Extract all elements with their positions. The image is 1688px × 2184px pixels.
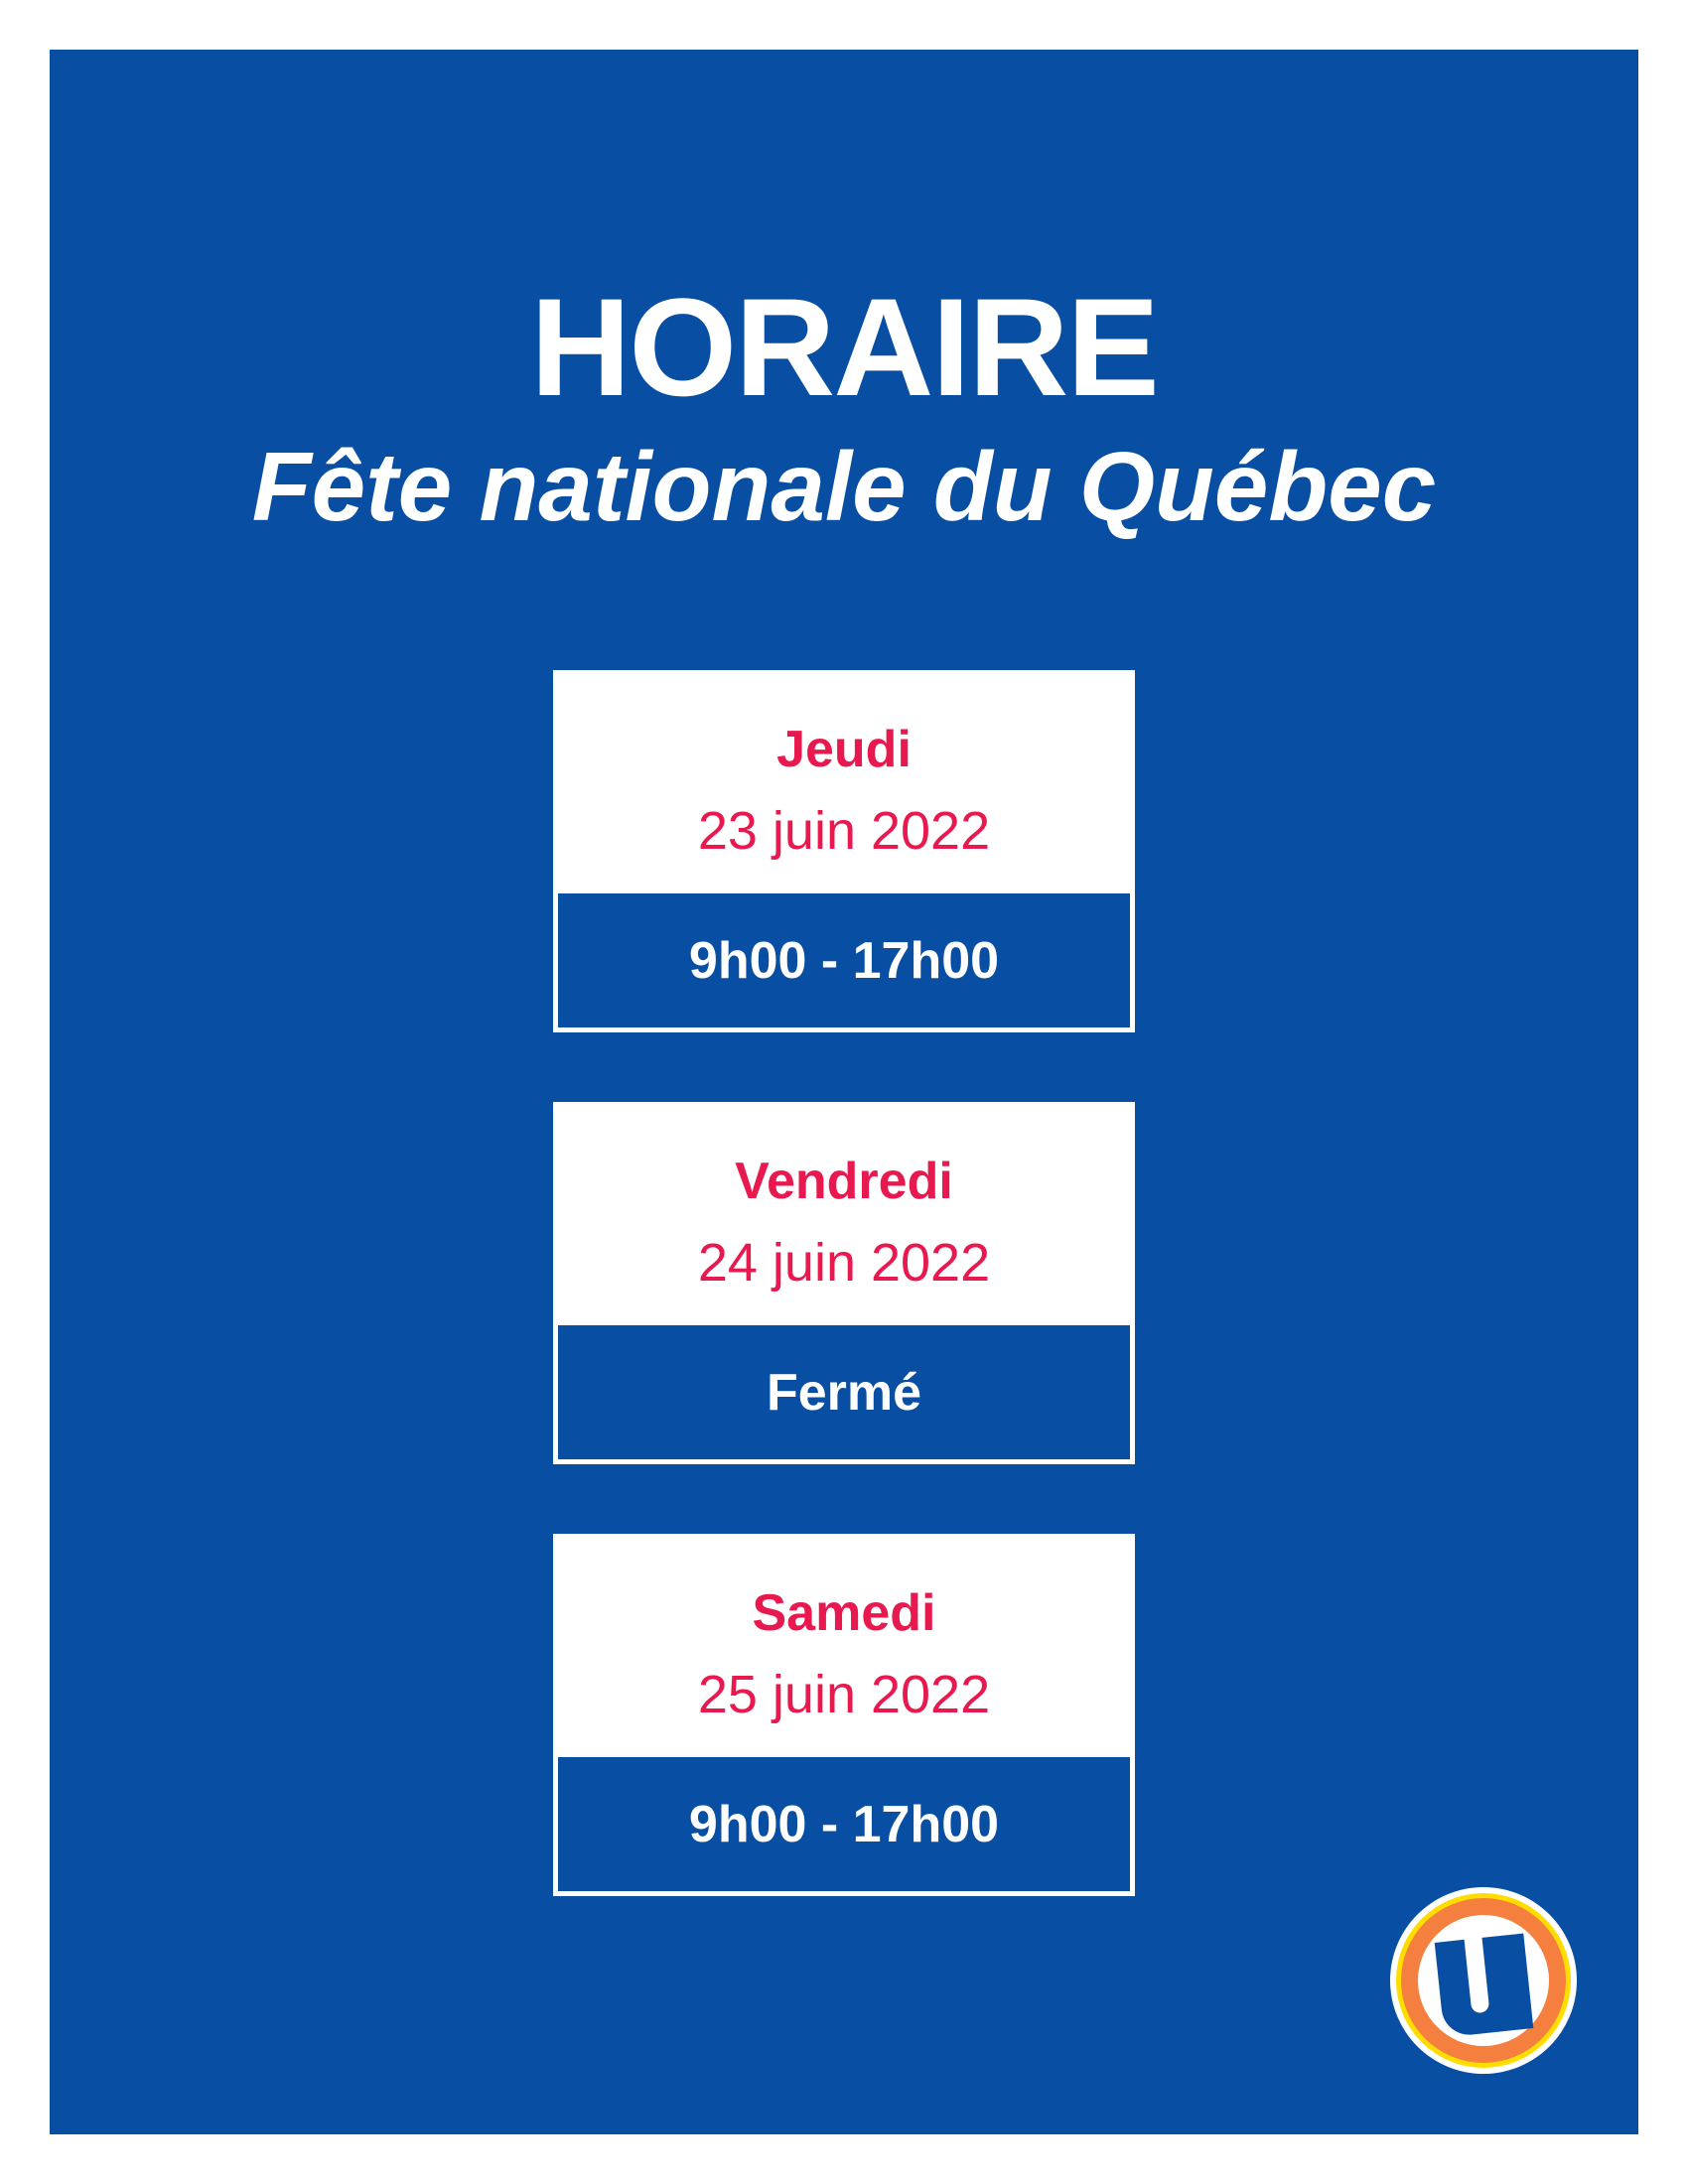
day-date: 25 juin 2022: [697, 1665, 991, 1724]
day-name: Vendredi: [735, 1153, 953, 1210]
day-hours: Fermé: [558, 1325, 1130, 1459]
schedule-card: Jeudi 23 juin 2022 9h00 - 17h00: [553, 670, 1135, 1032]
day-hours: 9h00 - 17h00: [558, 1757, 1130, 1891]
day-date: 24 juin 2022: [697, 1233, 991, 1293]
day-date: 23 juin 2022: [697, 801, 991, 861]
day-name: Jeudi: [776, 721, 912, 778]
day-hours: 9h00 - 17h00: [558, 893, 1130, 1027]
schedule-card: Samedi 25 juin 2022 9h00 - 17h00: [553, 1534, 1135, 1896]
schedule-card: Vendredi 24 juin 2022 Fermé: [553, 1102, 1135, 1464]
page-subtitle: Fête nationale du Québec: [251, 432, 1437, 541]
u-logo-icon: [1390, 1887, 1577, 2074]
day-name: Samedi: [752, 1584, 936, 1642]
page-title: HORAIRE: [530, 269, 1160, 425]
